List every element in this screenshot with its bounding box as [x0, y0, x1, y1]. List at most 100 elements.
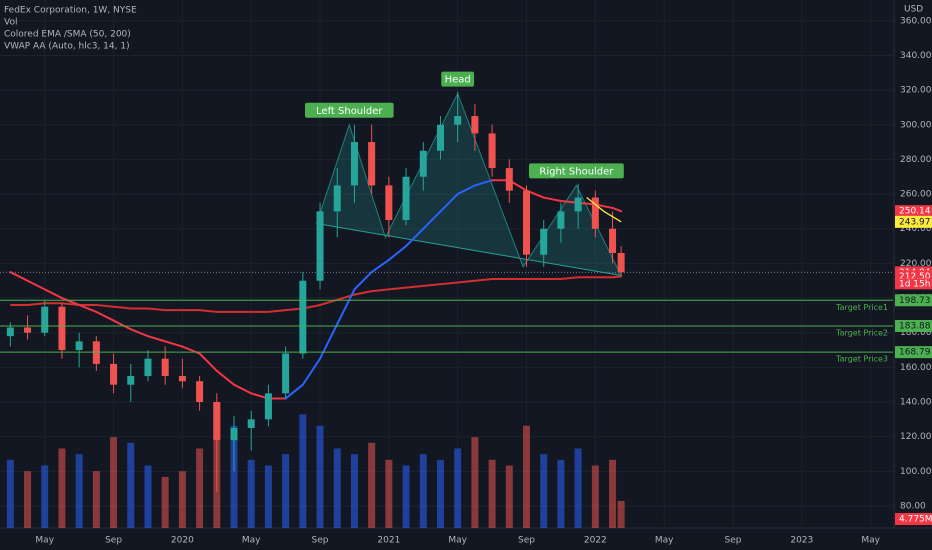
annotation-label: Right Shoulder — [539, 166, 614, 177]
volume-bar — [247, 459, 255, 528]
vwap-line — [586, 197, 622, 223]
y-tick-label: 180.00 — [900, 328, 932, 338]
ema-segment — [456, 184, 476, 196]
indicator-label: Colored EMA /SMA (50, 200) — [4, 30, 131, 40]
y-tick-label: 140.00 — [900, 398, 932, 408]
x-tick-label: May — [35, 536, 54, 546]
volume-bar — [454, 448, 462, 528]
y-tick-label: 260.00 — [900, 190, 932, 200]
x-tick-label: 2022 — [584, 536, 607, 546]
target-tag-label: 183.88 — [899, 321, 931, 331]
target-label: Target Price1 — [835, 303, 888, 312]
countdown-tag — [895, 278, 932, 290]
candle-body — [385, 185, 393, 221]
candle-body — [247, 419, 255, 429]
plot-area: Left Shoulder Head Right Shoulder Target Pr… — [0, 0, 893, 528]
candle-body — [333, 185, 341, 212]
x-tick-label: Sep — [312, 536, 329, 546]
ema-segment — [387, 245, 408, 261]
y-tick-label: 100.00 — [900, 467, 932, 477]
volume-bar — [523, 425, 531, 528]
volume-bar — [264, 465, 272, 528]
y-tick-label: 280.00 — [900, 155, 932, 165]
candle-body — [402, 176, 410, 221]
y-tick-label: 320.00 — [900, 86, 932, 96]
volume-bar — [24, 471, 32, 528]
volume-bar — [505, 465, 513, 528]
volume-bar — [488, 459, 496, 528]
volume-bar — [110, 437, 118, 528]
ema-segment — [26, 279, 46, 291]
volume-bar — [368, 442, 376, 528]
candle-body — [436, 124, 444, 151]
candle-body — [58, 306, 66, 351]
ema-segment — [60, 297, 81, 306]
volume-bar — [282, 454, 290, 528]
volume-bar — [161, 476, 169, 528]
x-tick-label: 2020 — [171, 536, 194, 546]
candle-body — [540, 228, 548, 255]
sma-line — [10, 275, 622, 313]
candle-body — [316, 211, 324, 281]
candle-body — [110, 363, 118, 385]
ema-segment — [198, 352, 218, 372]
x-tick-label: Sep — [724, 536, 741, 546]
y-tick-label: 80.00 — [900, 501, 926, 511]
candle-body — [178, 376, 186, 382]
y-tick-label: 240.00 — [900, 224, 932, 234]
annotation-label: Left Shoulder — [316, 106, 383, 117]
y-tick-label: 160.00 — [900, 363, 932, 373]
y-tick-label: 300.00 — [900, 120, 932, 130]
currency-label: USD — [904, 5, 923, 15]
y-tick-label: 360.00 — [900, 16, 932, 26]
candle-body — [41, 306, 49, 333]
volume-bar — [75, 454, 83, 528]
annotation-box — [441, 71, 475, 87]
x-tick-label: May — [448, 536, 467, 546]
volume-bar — [419, 454, 427, 528]
price-tag-label: 250.14 — [899, 207, 931, 217]
ema-segment — [112, 319, 132, 331]
volume-bar — [41, 465, 49, 528]
volume-bar — [471, 437, 479, 528]
ema-segment — [422, 210, 442, 230]
volume-bar — [58, 448, 66, 528]
indicator-label: Vol — [4, 18, 17, 28]
x-tick-label: Sep — [105, 536, 122, 546]
x-tick-label: Sep — [518, 536, 535, 546]
x-tick-label: May — [242, 536, 261, 546]
price-tag-label: 212.50 — [899, 272, 931, 282]
candle-body — [75, 341, 83, 351]
candle-body — [591, 197, 599, 229]
x-tick-label: 2021 — [377, 536, 400, 546]
price-tag-label: 243.97 — [899, 217, 931, 227]
price-tag — [895, 215, 932, 228]
countdown-label: 1d 15h — [899, 279, 930, 289]
volume-bar — [178, 471, 186, 528]
annotation-label: Head — [445, 75, 471, 86]
indicator-label: VWAP AA (Auto, hlc3, 14, 1) — [4, 42, 130, 52]
volume-bar — [617, 500, 625, 528]
ema-segment — [164, 340, 184, 348]
candle-body — [574, 197, 582, 212]
x-tick-label: May — [861, 536, 880, 546]
ema-segment — [233, 383, 253, 395]
volume-tag-label: 4.775M — [899, 515, 932, 525]
candle-body — [557, 211, 565, 229]
target-label: Target Price3 — [835, 355, 888, 364]
candle-body — [282, 353, 290, 394]
candle-body — [419, 150, 427, 177]
target-tag-label: 168.79 — [899, 348, 931, 358]
target-tag — [895, 294, 932, 307]
candle-body — [523, 190, 531, 255]
candle-body — [144, 358, 152, 377]
ema-segment — [301, 357, 322, 386]
volume-bar — [540, 454, 548, 528]
ema-segment — [370, 258, 390, 274]
ema-segment — [611, 206, 623, 213]
price-tag — [895, 205, 932, 218]
target-tag — [895, 319, 932, 332]
ema-segment — [405, 227, 425, 248]
